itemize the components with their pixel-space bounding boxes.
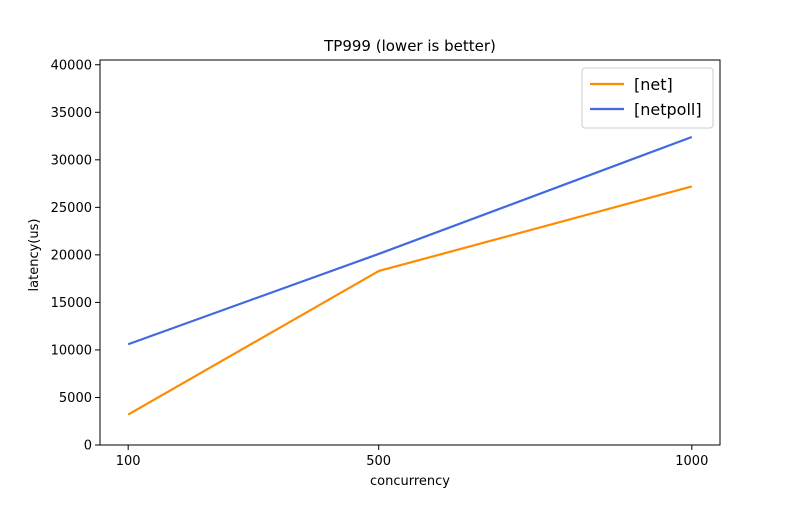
y-tick-label: 10000: [51, 343, 92, 358]
series-line-1: [128, 137, 692, 344]
y-tick-label: 20000: [51, 248, 92, 263]
y-axis-label: latency(us): [27, 219, 42, 292]
y-tick-label: 25000: [51, 201, 92, 216]
chart-title: TP999 (lower is better): [323, 37, 496, 55]
series-line-0: [128, 186, 692, 414]
legend: [net] [netpoll]: [582, 68, 713, 128]
y-tick-label: 15000: [51, 296, 92, 311]
x-tick-label: 1000: [675, 454, 708, 469]
y-tick-label: 40000: [51, 58, 92, 73]
y-tick-label: 0: [84, 439, 92, 454]
legend-entry: [net]: [634, 75, 673, 94]
x-axis-label: concurrency: [370, 474, 450, 489]
y-axis-ticks: 0 5000 10000 15000 20000 25000 30000 35000 40000: [51, 58, 100, 453]
legend-entry: [netpoll]: [634, 100, 702, 119]
x-tick-label: 500: [366, 454, 391, 469]
series-layer: [128, 137, 692, 415]
y-tick-label: 5000: [59, 391, 92, 406]
x-tick-label: 100: [116, 454, 141, 469]
x-axis-ticks: 100 500 1000: [116, 445, 709, 469]
y-tick-label: 30000: [51, 153, 92, 168]
y-tick-label: 35000: [51, 106, 92, 121]
